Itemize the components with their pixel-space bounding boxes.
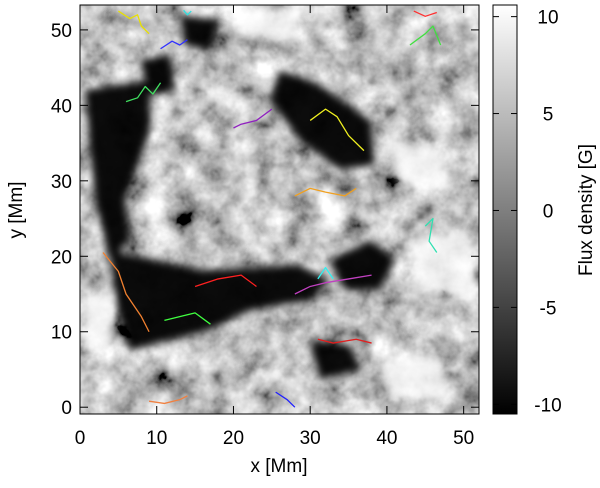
plot-frame <box>79 4 480 415</box>
x-tick-label: 50 <box>453 428 474 449</box>
colorbar-tick-label: 5 <box>543 105 554 126</box>
track <box>309 108 365 152</box>
colorbar-tick-label: -5 <box>540 298 557 319</box>
x-tick-label: 0 <box>75 428 86 449</box>
magnetogram <box>80 5 479 414</box>
track <box>160 39 188 50</box>
x-tick-label: 40 <box>376 428 397 449</box>
x-tick-label: 20 <box>223 428 244 449</box>
track <box>424 217 438 253</box>
track <box>125 82 162 103</box>
track <box>275 391 296 408</box>
colorbar-label: Flux density [G] <box>576 144 597 276</box>
track <box>294 187 357 197</box>
track <box>164 312 211 325</box>
x-tick-label: 30 <box>300 428 321 449</box>
x-axis-label: x [Mm] <box>251 456 308 477</box>
colorbar-tick-label: -10 <box>534 395 561 416</box>
track <box>233 108 273 129</box>
track <box>409 25 442 46</box>
y-tick-label: 10 <box>51 323 72 344</box>
track <box>317 266 334 280</box>
track <box>194 274 257 288</box>
y-axis-label: y [Mm] <box>6 182 27 239</box>
y-tick-label: 30 <box>51 172 72 193</box>
track <box>413 10 438 17</box>
track <box>317 338 372 344</box>
y-tick-label: 0 <box>61 398 72 419</box>
y-tick-label: 20 <box>51 247 72 268</box>
colorbar <box>492 4 518 415</box>
track <box>118 10 150 35</box>
track <box>183 9 192 16</box>
track <box>294 274 372 295</box>
colorbar-tick-label: 0 <box>543 201 554 222</box>
track <box>102 252 150 333</box>
y-tick-label: 50 <box>51 21 72 42</box>
track <box>148 395 188 405</box>
tracks <box>102 9 442 408</box>
y-tick-label: 40 <box>51 96 72 117</box>
colorbar-tick-label: 10 <box>537 8 558 29</box>
x-tick-label: 10 <box>146 428 167 449</box>
